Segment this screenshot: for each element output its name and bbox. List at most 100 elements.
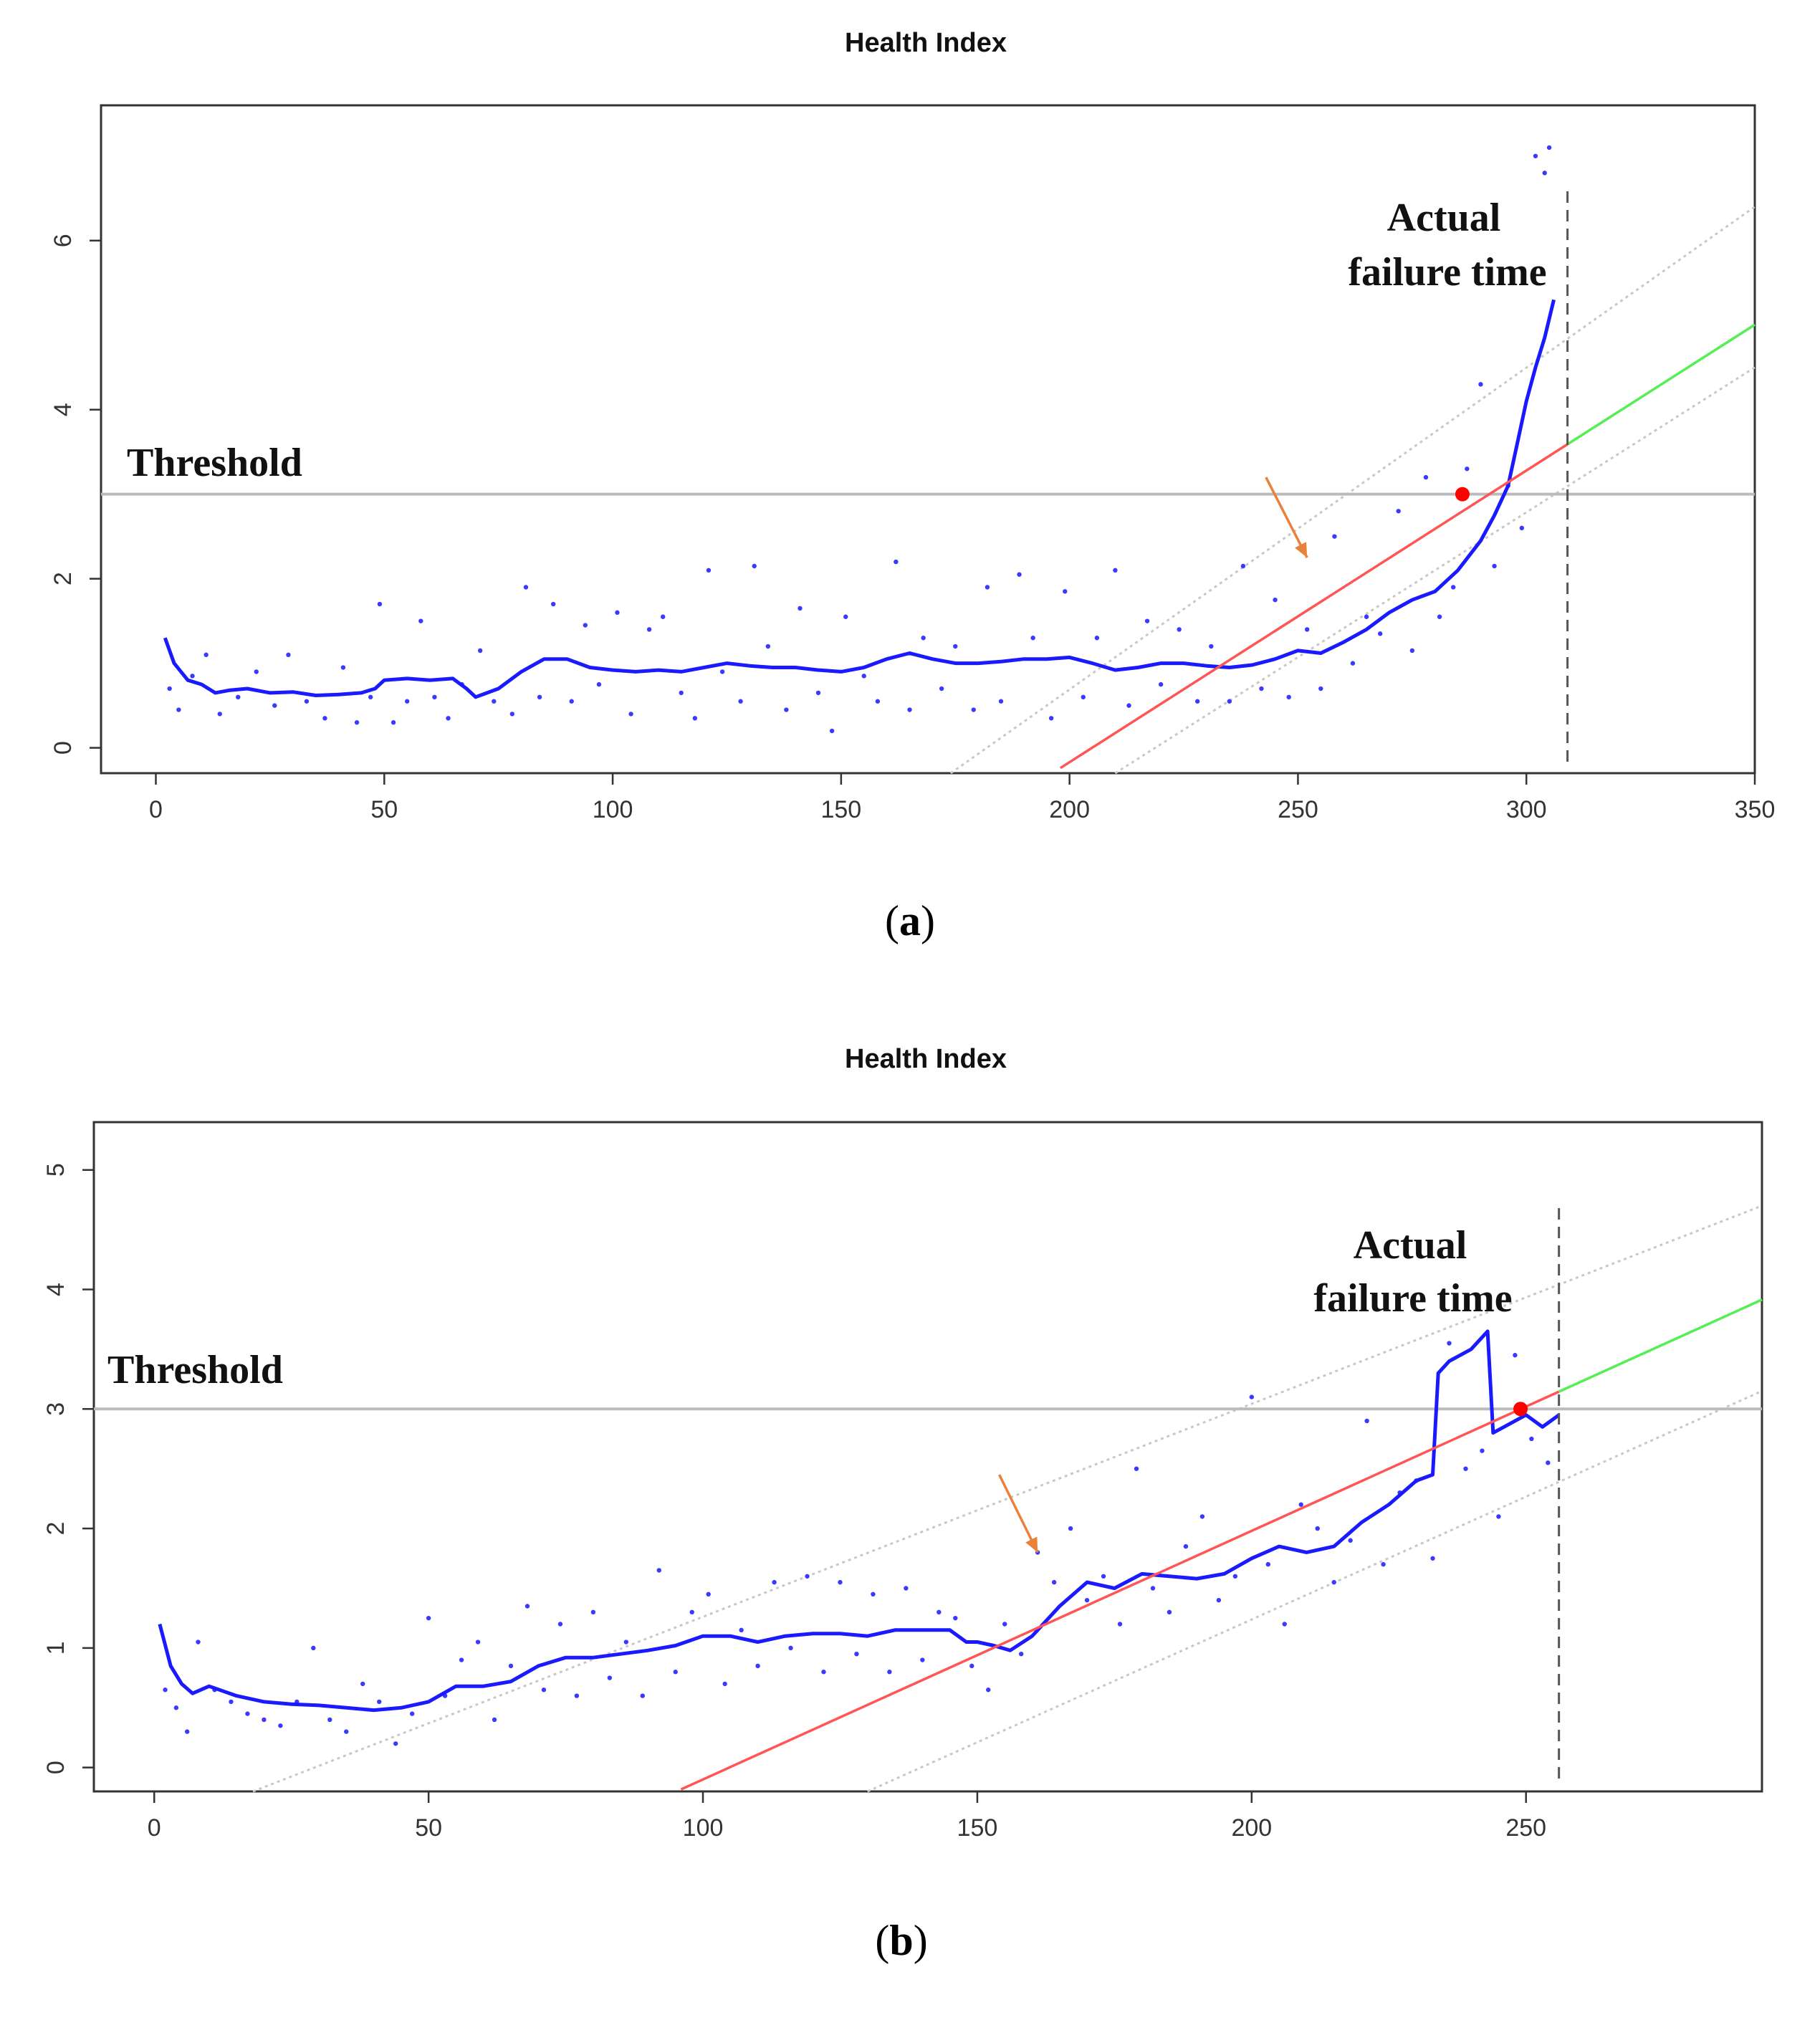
threshold-label: Threshold	[107, 1348, 283, 1392]
data-point	[939, 686, 944, 691]
plot-frame	[100, 104, 1756, 775]
data-point	[229, 1699, 234, 1705]
data-point	[574, 1693, 580, 1698]
data-point	[1017, 572, 1022, 577]
data-point	[184, 1729, 190, 1734]
data-point	[689, 1609, 694, 1615]
x-tick-label: 200	[1231, 1814, 1272, 1842]
data-point	[887, 1670, 892, 1675]
data-point	[340, 665, 346, 670]
confidence-bands	[252, 1205, 1763, 1793]
data-point	[523, 585, 529, 590]
data-point	[1478, 382, 1483, 387]
data-point	[354, 720, 360, 725]
data-point	[784, 707, 789, 712]
data-point	[1463, 1466, 1468, 1471]
data-point	[937, 1609, 942, 1615]
data-point	[706, 1591, 711, 1597]
x-tick-label: 150	[957, 1814, 998, 1842]
trend-fit-line	[1059, 443, 1568, 770]
data-point	[1094, 636, 1100, 641]
data-point	[615, 610, 620, 616]
data-point	[656, 1568, 661, 1573]
data-point	[998, 699, 1004, 704]
data-point	[1249, 1394, 1255, 1399]
data-point	[304, 699, 310, 704]
data-point	[525, 1604, 530, 1609]
data-point	[1113, 568, 1118, 573]
smoothed-line	[158, 1329, 1561, 1713]
data-point	[1002, 1622, 1007, 1627]
upper-band-line	[950, 206, 1756, 775]
data-point	[623, 1640, 629, 1645]
data-point	[173, 1705, 179, 1710]
data-point	[1183, 1543, 1189, 1549]
data-point	[953, 1615, 958, 1621]
data-point	[426, 1615, 431, 1621]
y-tick-label: 0	[49, 741, 77, 755]
data-point	[1496, 1514, 1501, 1519]
data-point	[1282, 1622, 1287, 1627]
data-point	[1199, 1514, 1205, 1519]
data-point	[459, 1657, 464, 1662]
data-point	[628, 712, 633, 717]
data-point	[875, 699, 881, 704]
data-point	[755, 1663, 760, 1669]
data-point	[322, 716, 327, 721]
x-tick-label: 50	[415, 1814, 442, 1842]
data-point	[167, 686, 172, 691]
data-point	[432, 694, 437, 700]
data-point	[1030, 636, 1035, 641]
data-point	[1546, 1460, 1551, 1465]
lower-band-line	[867, 1389, 1763, 1793]
data-point	[203, 652, 209, 658]
data-point	[1081, 694, 1086, 700]
y-axis: 0 2 4 6	[49, 234, 101, 755]
failure-label-line1: Actual	[1354, 1223, 1467, 1268]
smoothed-line	[163, 299, 1556, 699]
data-point	[1377, 631, 1383, 636]
data-point	[607, 1675, 613, 1680]
data-point	[1396, 509, 1401, 514]
data-point	[829, 728, 835, 734]
data-point	[1381, 1561, 1386, 1567]
data-point	[1348, 1538, 1353, 1543]
observation-points	[163, 1341, 1551, 1746]
data-point	[1240, 563, 1246, 569]
trend-forecast-line	[1566, 323, 1756, 446]
data-point	[550, 601, 556, 607]
x-tick-label: 300	[1506, 796, 1547, 823]
data-point	[679, 690, 684, 696]
data-point	[377, 1699, 382, 1705]
data-point	[1350, 661, 1356, 666]
data-point	[1533, 153, 1538, 158]
data-point	[537, 694, 542, 700]
data-point	[1158, 681, 1164, 687]
failure-label-line2: failure time	[1313, 1276, 1512, 1321]
data-point	[311, 1645, 316, 1651]
data-point	[838, 1579, 843, 1585]
data-point	[798, 605, 803, 611]
data-point	[508, 1663, 514, 1669]
data-point	[368, 694, 373, 700]
data-point	[590, 1609, 596, 1615]
data-point	[1259, 686, 1264, 691]
data-point	[391, 720, 396, 725]
y-tick-label: 3	[42, 1402, 70, 1416]
arrow-head	[1295, 542, 1308, 558]
data-point	[706, 568, 712, 573]
data-point	[492, 1717, 497, 1723]
confidence-bands	[950, 206, 1756, 775]
data-point	[1265, 1561, 1270, 1567]
data-point	[1126, 703, 1131, 708]
data-point	[1134, 1466, 1139, 1471]
data-point	[418, 618, 423, 623]
data-point	[286, 652, 291, 658]
data-point	[492, 699, 497, 704]
caption-b: (b)	[875, 1917, 927, 1964]
data-point	[1273, 597, 1278, 603]
data-point	[1209, 643, 1214, 649]
data-point	[1332, 534, 1337, 539]
data-point	[1117, 1622, 1123, 1627]
